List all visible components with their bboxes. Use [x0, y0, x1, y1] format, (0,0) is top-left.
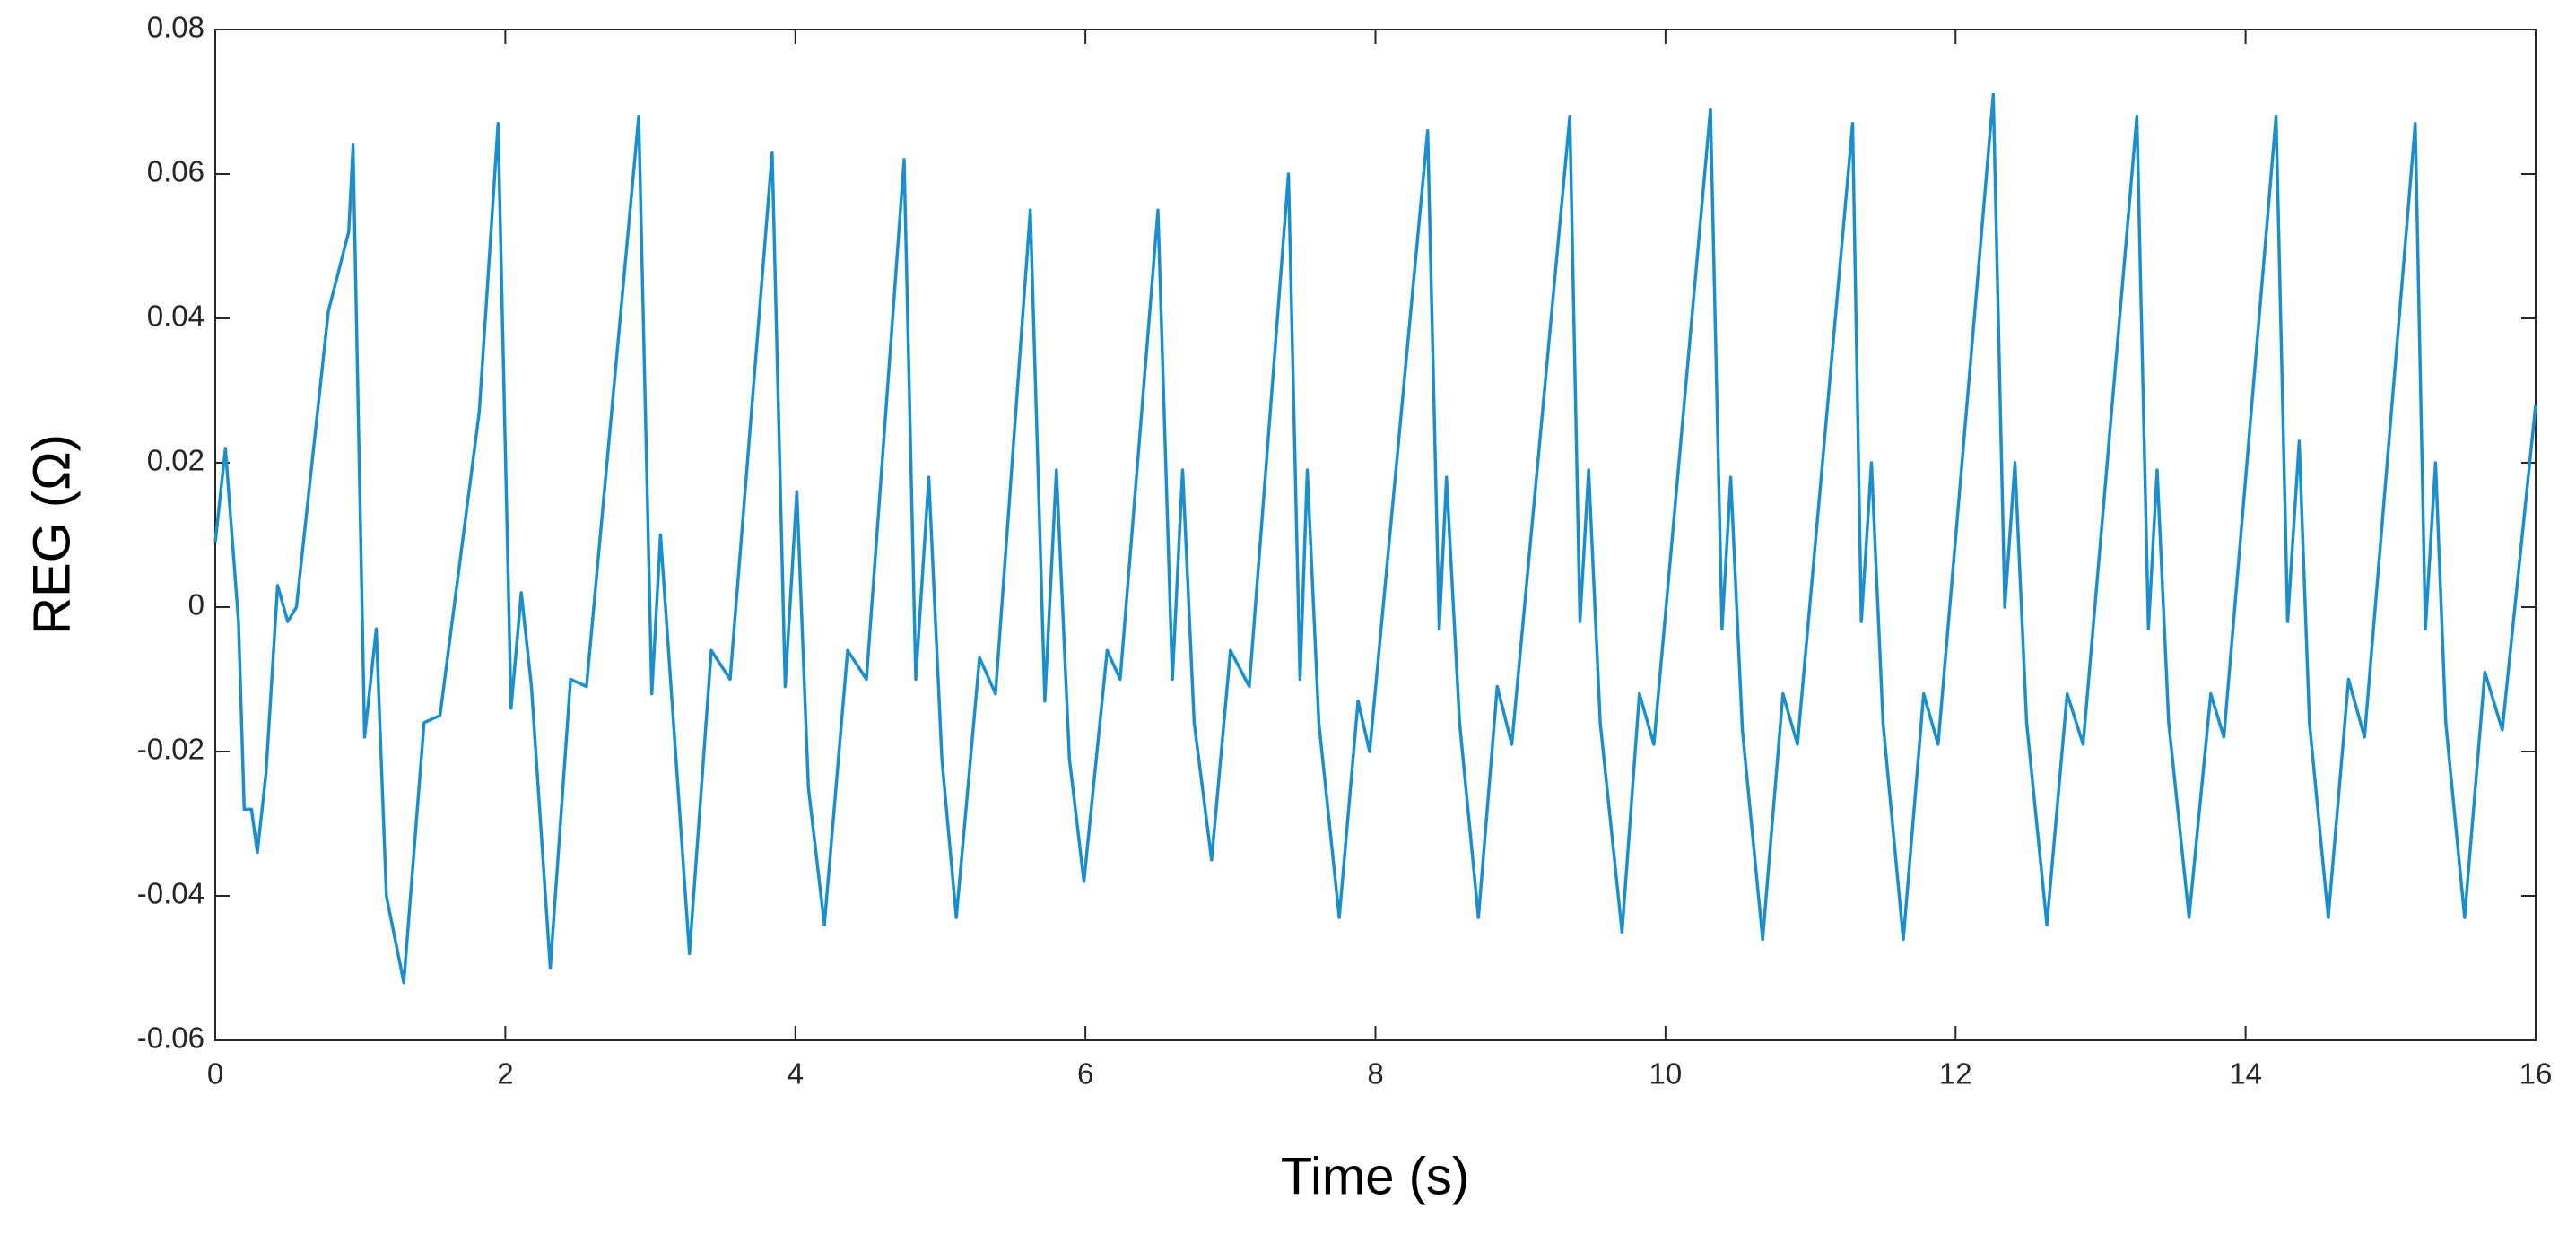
- x-tick-label: 4: [788, 1057, 804, 1091]
- plot-frame: [214, 29, 2537, 1041]
- x-tick-label: 12: [1939, 1057, 1972, 1091]
- x-tick-label: 8: [1367, 1057, 1383, 1091]
- y-tick-label: 0.06: [147, 155, 205, 188]
- y-tick-label: -0.04: [137, 877, 205, 910]
- y-tick-label: 0.08: [147, 11, 205, 44]
- y-tick-label: -0.06: [137, 1021, 205, 1055]
- y-tick-label: 0.02: [147, 444, 205, 477]
- x-tick-label: 10: [1649, 1057, 1683, 1091]
- x-tick-label: 0: [207, 1057, 223, 1091]
- x-tick-label: 14: [2229, 1057, 2262, 1091]
- y-axis-label: REG (Ω): [22, 434, 81, 635]
- x-tick-label: 2: [497, 1057, 513, 1091]
- y-tick-label: 0: [188, 588, 205, 621]
- x-tick-label: 16: [2519, 1057, 2553, 1091]
- x-tick-label: 6: [1077, 1057, 1093, 1091]
- x-axis-label: Time (s): [1281, 1147, 1469, 1205]
- y-tick-label: 0.04: [147, 300, 205, 333]
- y-tick-label: -0.02: [137, 733, 205, 766]
- data-line: [213, 92, 2537, 985]
